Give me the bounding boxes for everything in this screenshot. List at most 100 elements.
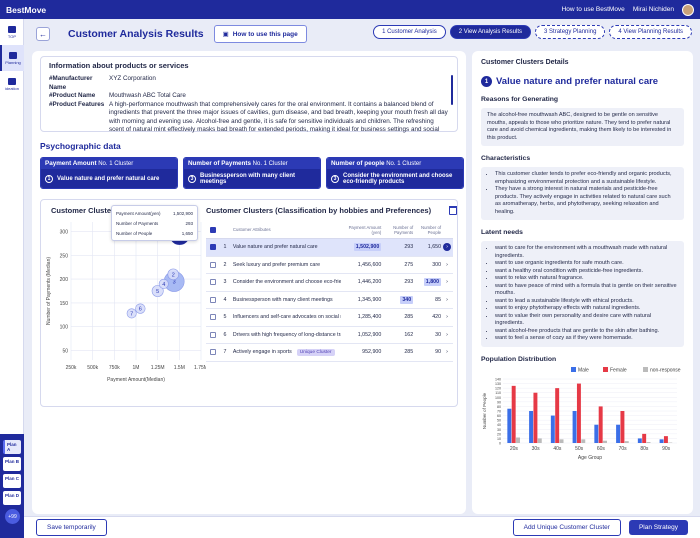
unique-cluster-tag: Unique Cluster — [296, 348, 335, 356]
back-button[interactable]: ← — [36, 27, 50, 41]
population-chart: Male Female non-response010203040506070809… — [482, 366, 681, 461]
chevron-right-icon[interactable]: › — [446, 331, 448, 338]
sidebar-item-planning[interactable]: Planning — [0, 45, 24, 71]
card-number-of-payments[interactable]: Number of Payments No. 1 Cluster 3 Busine… — [183, 157, 321, 189]
col-attr[interactable]: Customer Attributes — [232, 227, 271, 232]
x-tick-label: 1M — [133, 365, 140, 371]
reasons-text: The alcohol-free mouthwash ABC, designed… — [481, 108, 684, 146]
x-tick-label: 750k — [109, 365, 120, 371]
info-value: A high-performance mouthwash that compre… — [109, 100, 448, 134]
row-checkbox[interactable] — [209, 349, 216, 356]
y-tick-label: 50 — [62, 348, 68, 354]
plan-c[interactable]: Plan C — [3, 474, 21, 488]
chevron-right-icon[interactable]: › — [446, 261, 448, 268]
bar — [594, 424, 599, 443]
bar — [646, 441, 651, 443]
how-to-link[interactable]: How to use BestMove — [561, 6, 625, 13]
col-people[interactable]: Number of People — [421, 224, 442, 235]
plan-strategy-button[interactable]: Plan Strategy — [628, 520, 688, 535]
x-tick-label: 90s — [662, 446, 671, 452]
details-title: Customer Clusters Details — [481, 59, 569, 66]
characteristics-title: Characteristics — [481, 155, 531, 162]
bar — [537, 437, 542, 443]
page-title: Customer Analysis Results — [68, 28, 204, 40]
card-cluster-name: Businessperson with many client meetings — [200, 173, 296, 185]
latent-need-item: want to care for the environment with a … — [495, 245, 678, 260]
latent-needs-list: want to care for the environment with a … — [487, 245, 678, 343]
step-view-analysis[interactable]: 2 View Analysis Results — [449, 25, 532, 39]
row-payment: 1,446,200 — [357, 279, 382, 286]
x-axis-label: Payment Amount(Median) — [107, 377, 165, 383]
info-value: Mouthwash ABC Total Care — [109, 92, 186, 99]
save-temporarily-button[interactable]: Save temporarily — [36, 519, 107, 536]
more-plans-button[interactable]: +99 — [5, 509, 20, 524]
row-rank: 3 — [223, 279, 227, 286]
avatar[interactable] — [682, 3, 694, 16]
how-to-label: How to use this page — [232, 30, 298, 38]
latent-need-item: want to have peace of mind with a formul… — [495, 283, 678, 298]
step-strategy-planning[interactable]: 3 Strategy Planning — [535, 25, 606, 39]
row-people: 1,650 — [427, 244, 442, 251]
cluster-point — [158, 278, 169, 289]
product-info: Information about products or services #… — [40, 56, 458, 133]
table-row[interactable]: 3 Consider the environment and choose eco… — [206, 274, 453, 292]
row-checkbox[interactable] — [209, 296, 216, 303]
row-count: 285 — [404, 349, 414, 356]
row-attr: Consider the environment and choose eco-… — [232, 279, 342, 286]
bar — [603, 440, 607, 443]
table-row[interactable]: 2 Seek luxury and prefer premium care 1,45… — [206, 257, 453, 274]
plan-b[interactable]: Plan B — [3, 457, 21, 471]
table-row[interactable]: 4 Businessperson with many client meeting… — [206, 292, 453, 309]
latent-need-item: want to use organic ingredients for safe… — [495, 260, 678, 268]
sidebar-item-ideation[interactable]: ideation — [0, 71, 24, 97]
top-cluster-cards: Payment Amount No. 1 Cluster 1 Value natu… — [40, 157, 464, 189]
row-checkbox[interactable] — [209, 279, 216, 286]
chevron-right-icon[interactable]: › — [446, 314, 448, 321]
row-checkbox[interactable] — [209, 314, 216, 321]
bar — [642, 433, 647, 443]
card-payment-amount[interactable]: Payment Amount No. 1 Cluster 1 Value natu… — [40, 157, 178, 189]
trash-icon[interactable] — [449, 206, 457, 215]
row-people: 30 — [435, 331, 442, 338]
select-all-checkbox[interactable] — [209, 226, 216, 233]
step-view-planning[interactable]: 4 View Planning Results — [609, 25, 692, 39]
bar — [511, 385, 516, 443]
table-row[interactable]: 1 Value nature and prefer natural care 1,5… — [206, 239, 453, 257]
chevron-right-icon[interactable]: › — [443, 243, 452, 252]
plan-d[interactable]: Plan D — [3, 491, 21, 505]
info-row: #Product Name Mouthwash ABC Total Care — [49, 92, 449, 101]
cluster-point — [151, 285, 164, 297]
scrollbar[interactable] — [451, 75, 453, 105]
chevron-right-icon[interactable]: › — [446, 279, 448, 286]
info-row: #Product Features A high-performance mout… — [49, 101, 449, 134]
y-tick-label: 150 — [60, 301, 69, 307]
row-checkbox[interactable] — [209, 331, 216, 338]
sidebar-item-top[interactable]: TOP — [0, 19, 24, 45]
row-count: 293 — [404, 279, 414, 286]
chevron-right-icon[interactable]: › — [446, 296, 448, 303]
add-unique-cluster-button[interactable]: Add Unique Customer Cluster — [512, 519, 621, 536]
product-info-rows[interactable]: #Manufacturer Name XYZ Corporation #Produ… — [49, 75, 449, 133]
plan-list: Plan A Plan B Plan C Plan D +99 — [0, 434, 24, 538]
chevron-right-icon[interactable]: › — [446, 349, 448, 356]
col-count[interactable]: Number of Payments — [393, 224, 414, 235]
table-row[interactable]: 5 Influencers and self-care advocates on … — [206, 309, 453, 327]
user-name[interactable]: Mirai Nichiden — [632, 6, 674, 13]
step-customer-analysis[interactable]: 1 Customer Analysis — [373, 25, 446, 39]
card-number-of-people[interactable]: Number of people No. 1 Cluster 3 Consider… — [326, 157, 464, 189]
latent-need-item: want to value their own personality and … — [495, 313, 678, 328]
how-to-button[interactable]: ▣ How to use this page — [213, 25, 307, 43]
card-rank: No. 1 Cluster — [98, 161, 134, 167]
col-payment[interactable]: Payment Amount (yen) — [348, 224, 382, 235]
row-checkbox[interactable] — [209, 244, 216, 251]
row-checkbox[interactable] — [209, 261, 216, 268]
y-tick-label: 100 — [495, 395, 501, 399]
plan-a[interactable]: Plan A — [3, 440, 21, 454]
bar — [581, 438, 586, 443]
cluster-number-badge: 1 — [45, 175, 53, 183]
x-tick-label: 30s — [532, 446, 541, 452]
table-row[interactable]: 7 Actively engage in sports Unique Cluster… — [206, 344, 453, 362]
row-payment: 1,456,600 — [357, 261, 382, 268]
info-value: XYZ Corporation — [109, 75, 156, 82]
table-row[interactable]: 6 Drivers with high frequency of long-dis… — [206, 327, 453, 344]
